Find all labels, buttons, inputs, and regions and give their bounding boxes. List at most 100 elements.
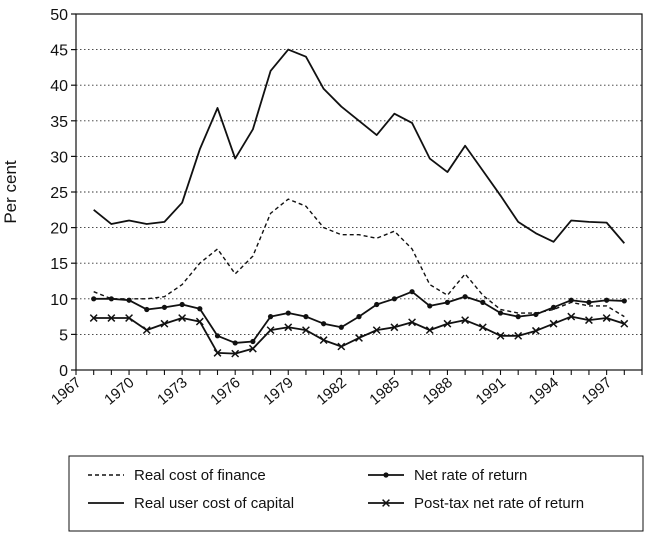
data-point xyxy=(382,499,390,507)
data-point xyxy=(338,324,344,330)
data-point xyxy=(319,336,328,345)
data-point xyxy=(108,296,114,302)
data-point xyxy=(549,319,558,328)
data-point xyxy=(478,323,487,332)
data-point xyxy=(409,289,415,295)
data-point xyxy=(142,326,151,335)
data-point xyxy=(303,314,309,320)
y-axis-label: Per cent xyxy=(1,160,20,224)
data-point xyxy=(568,297,574,303)
y-tick-label: 0 xyxy=(59,363,68,380)
legend-item: Net rate of return xyxy=(368,467,527,484)
legend-item: Real cost of finance xyxy=(88,467,266,484)
x-axis: 1967 1970 1973 1976 1979 1982 1985 1988 1991 1994… xyxy=(48,370,643,409)
data-point xyxy=(250,338,256,345)
data-point xyxy=(531,326,540,335)
data-point xyxy=(515,314,521,320)
legend: Real cost of finance Real user cost of ca… xyxy=(68,455,644,532)
legend-label: Real user cost of capital xyxy=(134,495,294,512)
data-point xyxy=(91,296,97,302)
y-tick-label: 40 xyxy=(50,78,68,95)
y-tick-label: 25 xyxy=(50,185,68,202)
data-point xyxy=(374,301,380,308)
data-point xyxy=(285,310,291,316)
legend-item: Post-tax net rate of return xyxy=(368,495,584,512)
legend-label: Net rate of return xyxy=(414,467,527,484)
data-point xyxy=(107,314,116,322)
x-tick-label: 1979 xyxy=(260,374,296,408)
x-tick-label: 1988 xyxy=(420,374,456,408)
series-post-tax-net-rate-of-return xyxy=(89,312,629,358)
y-tick-label: 50 xyxy=(50,7,68,24)
data-point xyxy=(533,311,539,318)
x-tick-label: 1985 xyxy=(366,374,402,408)
data-point xyxy=(586,299,592,305)
data-point xyxy=(356,314,362,320)
x-tick-label: 1976 xyxy=(207,374,243,408)
series-real-user-cost-of-capital xyxy=(93,48,625,244)
data-point xyxy=(620,319,629,328)
data-point xyxy=(195,317,204,326)
data-point xyxy=(391,296,397,302)
data-point xyxy=(514,331,523,340)
data-point xyxy=(125,314,133,322)
data-point xyxy=(408,318,416,327)
data-point xyxy=(425,326,434,335)
data-point xyxy=(161,304,168,310)
data-point xyxy=(197,306,203,312)
x-tick-label: 1994 xyxy=(526,374,562,408)
data-point xyxy=(267,314,274,320)
data-point xyxy=(337,342,346,351)
gridlines xyxy=(76,49,642,335)
data-point xyxy=(232,340,238,346)
data-point xyxy=(321,321,327,327)
data-point xyxy=(497,310,504,316)
y-tick-label: 10 xyxy=(50,292,68,309)
legend-box xyxy=(68,455,644,532)
x-tick-label: 1997 xyxy=(579,374,615,408)
data-point xyxy=(213,348,222,357)
legend-label: Post-tax net rate of return xyxy=(414,495,584,512)
data-point xyxy=(602,314,611,322)
y-tick-label: 15 xyxy=(50,256,68,273)
data-point xyxy=(462,294,468,300)
y-tick-label: 30 xyxy=(50,149,68,166)
data-point xyxy=(444,299,451,305)
data-point xyxy=(214,333,221,339)
data-point xyxy=(604,297,610,303)
data-point xyxy=(89,314,98,322)
data-point xyxy=(248,344,257,353)
series-net-rate-of-return xyxy=(91,289,627,346)
legend-label: Real cost of finance xyxy=(134,467,266,484)
data-point xyxy=(461,316,470,325)
x-tick-label: 1982 xyxy=(313,374,349,408)
y-tick-label: 45 xyxy=(50,43,68,60)
data-point xyxy=(302,326,310,335)
data-point xyxy=(496,331,505,340)
data-point xyxy=(179,301,185,308)
series-line xyxy=(93,48,625,244)
x-tick-label: 1991 xyxy=(473,374,509,408)
y-tick-label: 5 xyxy=(59,327,68,344)
legend-item: Real user cost of capital xyxy=(88,495,294,512)
data-point xyxy=(355,334,363,342)
data-point xyxy=(550,304,557,310)
data-point xyxy=(567,312,576,321)
data-point xyxy=(284,323,293,332)
data-point xyxy=(160,319,169,328)
data-point xyxy=(621,298,627,304)
data-point xyxy=(178,314,187,322)
data-point xyxy=(231,349,240,358)
x-tick-label: 1970 xyxy=(101,374,137,408)
y-axis: 0 5 10 15 20 25 30 35 40 45 50 xyxy=(50,7,76,380)
data-point xyxy=(585,316,593,325)
data-point xyxy=(427,303,433,309)
data-point xyxy=(443,319,452,328)
y-tick-label: 35 xyxy=(50,114,68,131)
data-point xyxy=(372,326,381,335)
x-tick-label: 1967 xyxy=(48,374,84,408)
x-tick-label: 1973 xyxy=(154,374,190,408)
data-point xyxy=(266,326,275,335)
data-point xyxy=(383,472,389,478)
